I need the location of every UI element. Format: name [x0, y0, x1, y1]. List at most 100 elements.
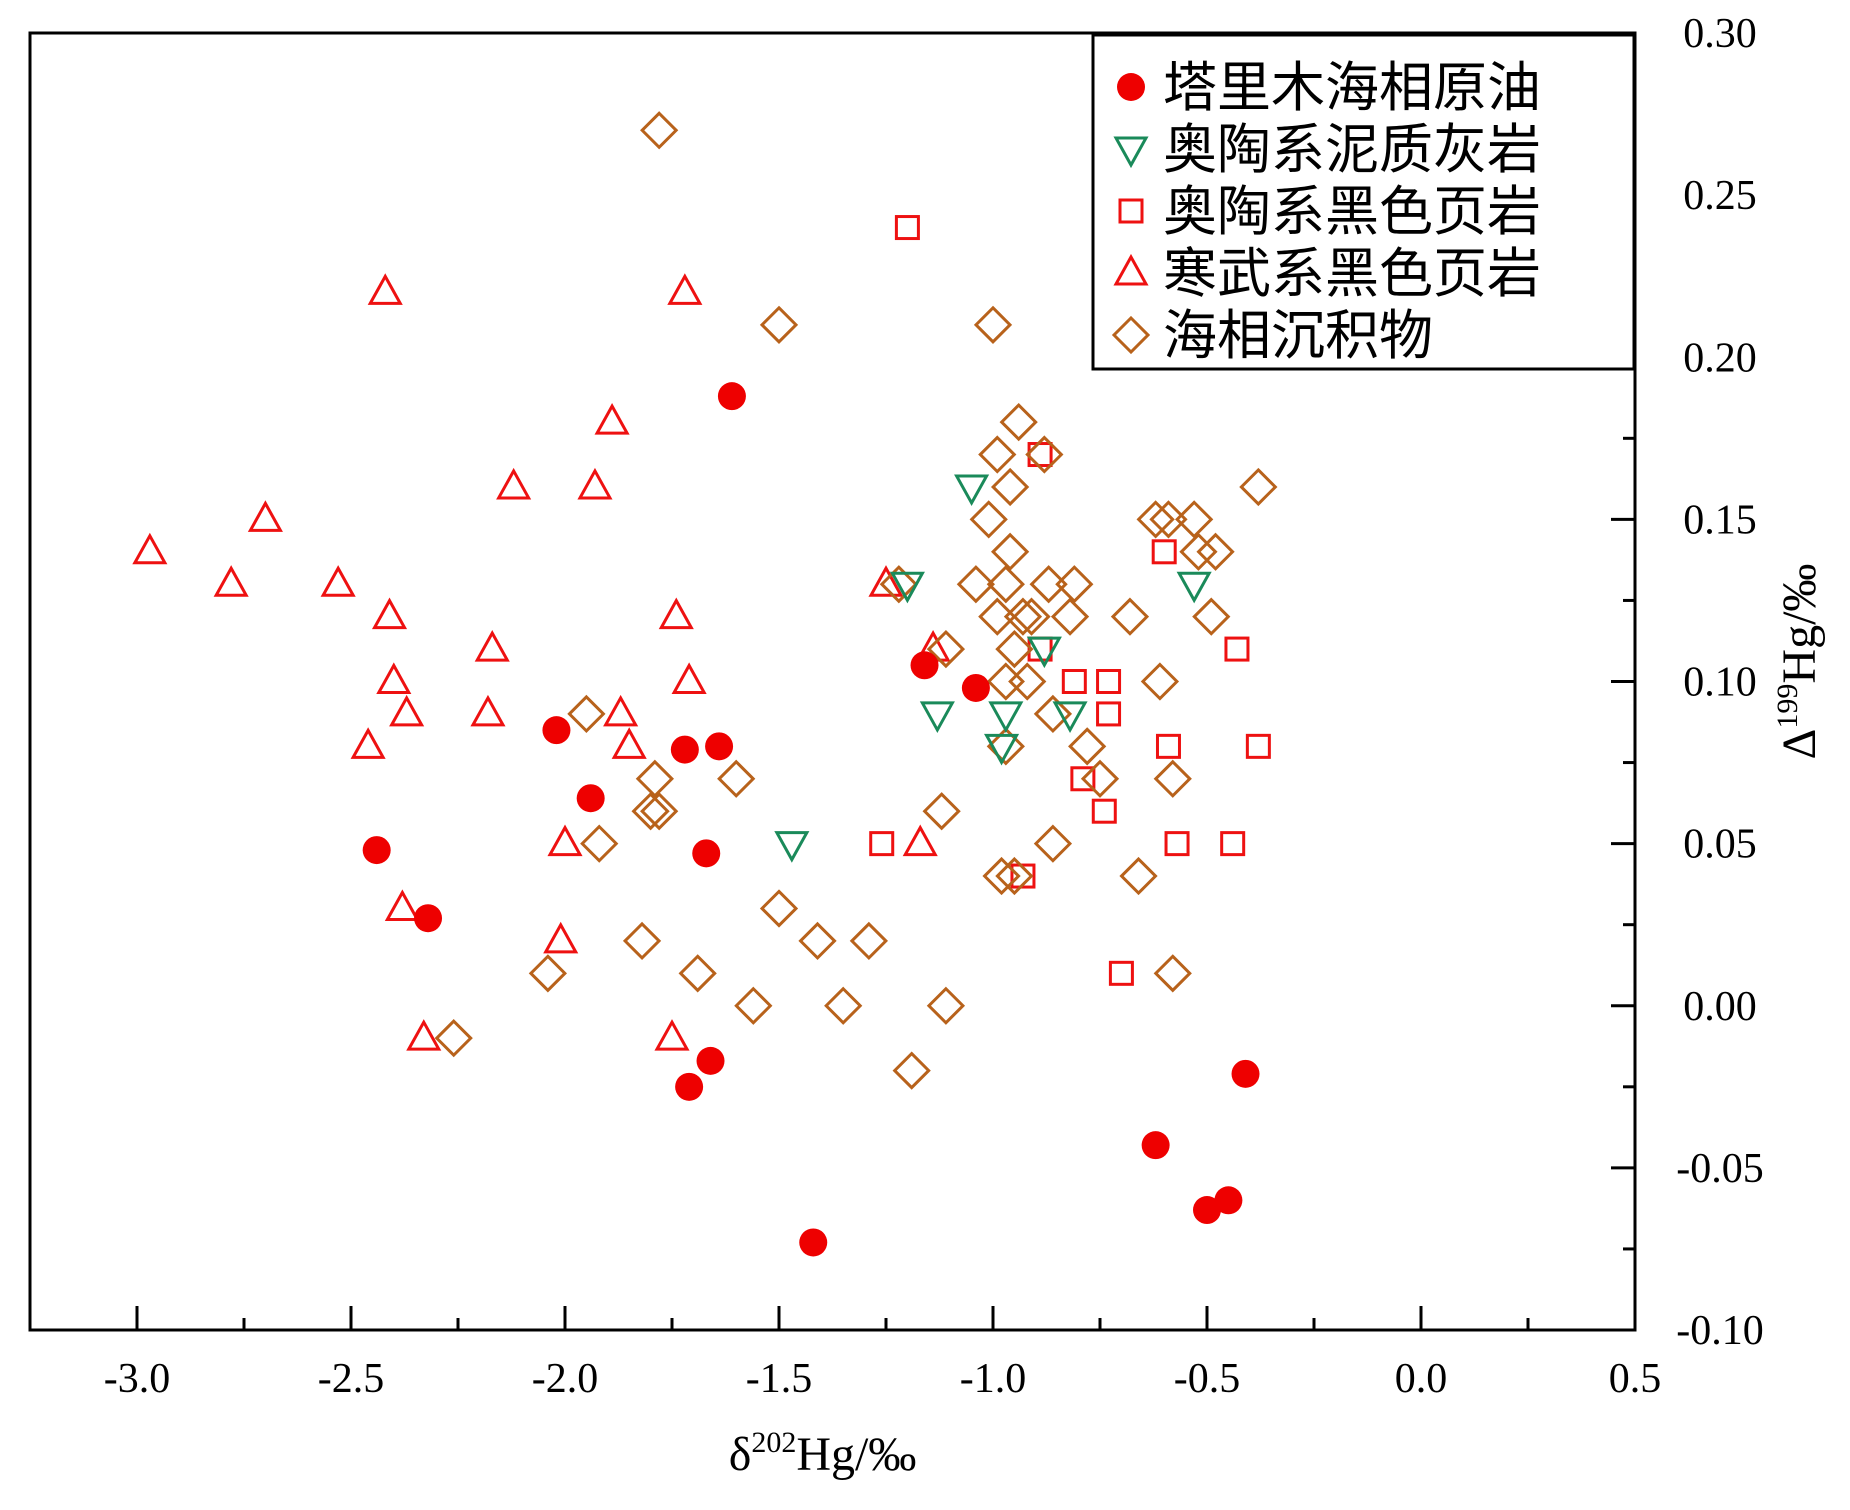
data-point	[247, 500, 283, 532]
y-axis-title: Δ199Hg/‰	[1771, 564, 1826, 760]
data-point	[1033, 824, 1073, 863]
data-point	[879, 565, 918, 604]
data-point	[1192, 597, 1231, 636]
y-tick-label: 0.25	[1683, 173, 1757, 219]
data-point	[1220, 831, 1246, 857]
y-tick-label: 0.05	[1683, 822, 1757, 868]
data-point	[1070, 766, 1096, 792]
data-point	[670, 735, 699, 764]
data-point	[1196, 532, 1235, 571]
data-point	[986, 727, 1025, 766]
legend-marker	[1118, 198, 1144, 224]
data-point	[961, 673, 990, 702]
data-point	[1026, 636, 1062, 669]
data-point	[1149, 500, 1188, 539]
data-point	[902, 824, 938, 857]
series-4	[434, 111, 1278, 1090]
legend-label: 寒武系黑色页岩	[1163, 242, 1541, 305]
data-point	[528, 954, 568, 993]
data-point	[984, 733, 1020, 766]
data-point	[978, 597, 1017, 636]
data-point	[1108, 960, 1134, 986]
data-point	[759, 305, 799, 344]
data-point	[474, 629, 510, 662]
data-point	[543, 921, 579, 954]
data-point	[675, 1072, 704, 1101]
data-point	[954, 474, 990, 507]
data-point	[1110, 597, 1150, 636]
data-point	[919, 701, 955, 734]
data-point	[692, 839, 721, 868]
data-point	[988, 701, 1024, 734]
data-point	[868, 565, 904, 597]
data-point	[734, 986, 773, 1025]
y-tick-label: -0.10	[1676, 1308, 1764, 1354]
legend-label: 塔里木海相原油	[1163, 56, 1541, 119]
data-point	[671, 662, 707, 694]
data-point	[1153, 954, 1192, 993]
data-point	[371, 597, 408, 630]
data-point	[1096, 701, 1122, 727]
x-tick-label: -2.5	[318, 1356, 385, 1402]
data-point	[986, 662, 1025, 701]
data-point	[1245, 733, 1271, 759]
data-point	[384, 889, 420, 921]
y-tick-label: 0.10	[1683, 660, 1757, 706]
data-point	[889, 571, 925, 604]
data-point	[1027, 442, 1053, 468]
y-tick-label: 0.30	[1683, 11, 1757, 57]
data-point	[759, 889, 799, 928]
legend-label: 奥陶系黑色页岩	[1163, 180, 1541, 243]
x-tick-label: -2.0	[532, 1356, 599, 1402]
data-point	[1175, 500, 1214, 539]
series-0	[362, 382, 1260, 1257]
data-point	[869, 831, 895, 857]
data-point	[1231, 1059, 1260, 1088]
data-point	[922, 792, 961, 831]
data-point	[635, 759, 675, 798]
data-point	[1068, 727, 1107, 766]
data-point	[1164, 831, 1190, 857]
x-tick-label: -3.0	[104, 1356, 171, 1402]
legend-label: 海相沉积物	[1163, 304, 1433, 367]
data-point	[213, 565, 249, 597]
data-point	[631, 792, 670, 831]
data-point	[969, 500, 1008, 539]
y-tick-label: 0.20	[1683, 335, 1757, 381]
data-point	[1141, 1131, 1170, 1160]
data-point	[654, 1019, 690, 1051]
series-2	[869, 215, 1271, 986]
data-point	[717, 382, 746, 411]
data-point	[603, 694, 639, 727]
data-point	[667, 273, 703, 305]
data-point	[824, 986, 863, 1025]
y-tick-label: -0.05	[1676, 1146, 1764, 1192]
data-point	[576, 784, 605, 813]
data-point	[567, 694, 606, 734]
data-points	[132, 111, 1278, 1257]
data-point	[640, 111, 679, 150]
data-point	[367, 273, 403, 305]
data-point	[1091, 798, 1117, 824]
data-point	[1010, 863, 1036, 889]
data-point	[798, 921, 837, 961]
data-point	[611, 727, 647, 759]
data-point	[1179, 532, 1218, 571]
data-point	[580, 824, 619, 863]
data-point	[990, 532, 1030, 571]
data-point	[910, 651, 939, 680]
data-point	[132, 532, 168, 565]
x-axis-title: δ202Hg/‰	[729, 1426, 917, 1481]
data-point	[774, 831, 810, 863]
data-point	[1061, 669, 1087, 694]
x-tick-label: -0.5	[1174, 1356, 1241, 1402]
data-point	[658, 597, 694, 630]
data-point	[577, 467, 613, 500]
data-point	[1052, 701, 1088, 734]
data-point	[1050, 597, 1090, 636]
x-tick-label: -1.0	[960, 1356, 1027, 1402]
series-3	[132, 273, 951, 1051]
data-point	[470, 694, 506, 727]
data-point	[799, 1228, 828, 1257]
data-point	[362, 836, 391, 865]
